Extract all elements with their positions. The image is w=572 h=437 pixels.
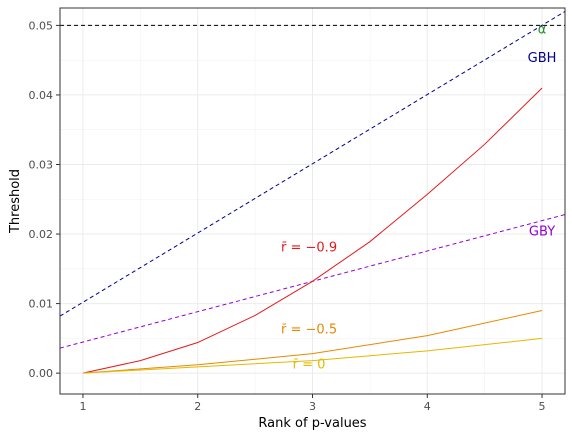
annotation-layer: α GBH GBY r̄ = −0.9 r̄ = −0.5 r̄ = 0 [281, 23, 556, 373]
y-axis-title: Threshold [8, 169, 23, 234]
y-tick-label: 0.02 [29, 228, 54, 241]
x-axis-title: Rank of p-values [258, 416, 366, 431]
axis-ticks: 1 2 3 4 5 0.00 0.01 0.02 0.03 0.04 0.05 [29, 19, 546, 413]
annotation-label-5: r̄ = 0 [293, 357, 326, 372]
series-line-1 [59, 11, 566, 317]
x-tick-label: 1 [79, 400, 86, 413]
y-tick-label: 0.05 [29, 19, 54, 32]
y-tick-label: 0.01 [29, 298, 54, 311]
series-line-3 [82, 87, 543, 374]
y-tick-label: 0.03 [29, 158, 54, 171]
x-tick-label: 4 [424, 400, 431, 413]
series-line-5 [82, 337, 543, 374]
x-tick-label: 2 [194, 400, 201, 413]
y-tick-label: 0.04 [29, 89, 54, 102]
annotation-label-1: GBH [528, 51, 557, 66]
grid-lines [60, 8, 565, 394]
annotation-label-0: α [538, 23, 547, 38]
annotation-label-3: r̄ = −0.9 [281, 240, 337, 255]
annotation-label-2: GBY [529, 224, 555, 239]
x-tick-label: 3 [309, 400, 316, 413]
y-tick-label: 0.00 [29, 367, 54, 380]
annotation-label-4: r̄ = −0.5 [281, 322, 337, 337]
x-tick-label: 5 [539, 400, 546, 413]
series-layer [59, 11, 566, 374]
series-line-4 [82, 310, 543, 374]
